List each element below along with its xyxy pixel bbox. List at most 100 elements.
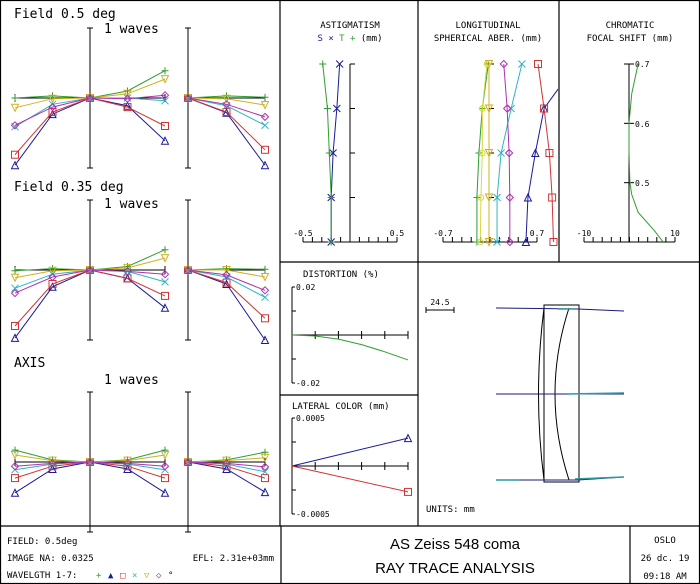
- lsa-curve-wl6: [503, 63, 511, 242]
- marker-triangle-down: [10, 103, 20, 113]
- marker-triangle: [160, 303, 170, 312]
- marker-plus: [325, 149, 333, 157]
- marker-plus: [161, 67, 169, 75]
- marker-triangle-down: [484, 104, 494, 114]
- marker-triangle: [10, 488, 20, 497]
- marker-x: [11, 284, 19, 293]
- marker-triangle-down: [10, 451, 20, 460]
- sagittal-curve-wl6: [187, 269, 266, 291]
- fan-title-field-0-5: Field 0.5 deg: [14, 7, 116, 22]
- wavelength-legend-marker-2: ▲: [108, 571, 114, 581]
- sagittal-curve-wl5: [187, 97, 266, 106]
- cfs-ytick-0-7: 0.7: [635, 60, 650, 69]
- marker-triangle: [48, 464, 57, 473]
- astig-xtick-max: 0.5: [390, 229, 405, 238]
- marker-square: [222, 462, 231, 471]
- sagittal-curve-wl3: [187, 97, 266, 151]
- marker-triangle: [222, 108, 231, 117]
- marker-plus: [327, 238, 335, 246]
- marker-triangle-down: [48, 266, 57, 276]
- marker-x: [332, 104, 341, 113]
- marker-square: [161, 291, 169, 300]
- marker-square: [11, 150, 19, 159]
- footer-image-na: IMAGE NA: 0.0325: [7, 554, 94, 564]
- cfs-ytick-0-5: 0.5: [635, 179, 650, 188]
- scale-bar: [425, 307, 455, 313]
- marker-x: [518, 60, 526, 68]
- wavelength-legend-marker-4: ×: [132, 571, 137, 581]
- distortion-ytick-min: -0.02: [296, 379, 320, 388]
- fan-title-axis: AXIS: [14, 356, 45, 371]
- marker-square: [548, 193, 557, 202]
- marker-diamond: [260, 286, 270, 295]
- marker-triangle-down: [484, 60, 494, 69]
- marker-triangle: [531, 148, 540, 157]
- program-name: OSLO: [654, 536, 676, 546]
- legend-s-marker: ×: [328, 34, 333, 44]
- chromatic-subtitle: FOCAL SHIFT (mm): [587, 34, 674, 44]
- lateral-color-ytick-min: -0.0005: [296, 510, 330, 519]
- lateral-color-ytick-max: 0.0005: [296, 414, 325, 423]
- ray-fan-row: [10, 391, 270, 533]
- marker-diamond: [123, 267, 132, 276]
- marker-triangle: [521, 237, 531, 246]
- marker-square: [261, 314, 269, 323]
- marker-plus: [261, 265, 269, 273]
- marker-circle: [478, 105, 486, 112]
- lateral-color-plot: [291, 417, 413, 515]
- chromatic-focal-shift-plot: [583, 63, 676, 243]
- marker-triangle: [222, 464, 231, 473]
- marker-triangle: [403, 433, 413, 443]
- marker-circle: [476, 238, 484, 246]
- fan-title-field-0-35: Field 0.35 deg: [14, 180, 124, 195]
- marker-diamond: [260, 112, 270, 122]
- astigmatism-plot: [302, 60, 398, 246]
- tangential-curve-wl6: [14, 269, 166, 294]
- report-time: 09:18 AM: [643, 572, 687, 582]
- marker-triangle: [260, 160, 270, 170]
- marker-triangle: [48, 282, 57, 291]
- marker-triangle-down: [123, 456, 132, 466]
- marker-triangle: [10, 160, 20, 170]
- lsa-curves: [473, 59, 558, 247]
- cfs-ytick-0-6: 0.6: [635, 120, 650, 129]
- marker-diamond: [222, 270, 231, 280]
- marker-x: [261, 121, 269, 130]
- report-subtitle: RAY TRACE ANALYSIS: [375, 560, 535, 577]
- marker-triangle-down: [48, 94, 57, 104]
- marker-triangle-down: [260, 273, 270, 282]
- legend-t-marker: +: [350, 34, 356, 44]
- fan-scale-label: 1 waves: [104, 373, 159, 388]
- wavelength-legend-marker-1: +: [96, 571, 102, 581]
- marker-circle: [477, 194, 485, 201]
- cfs-xtick-min: -10: [577, 229, 592, 238]
- distortion-title: DISTORTION (%): [303, 270, 379, 280]
- marker-diamond: [499, 59, 508, 69]
- marker-diamond: [183, 93, 193, 103]
- marker-plus: [11, 267, 19, 275]
- marker-square: [404, 487, 412, 496]
- marker-plus: [475, 149, 483, 157]
- distortion-curve: [291, 334, 409, 361]
- ray-fan-row: [10, 199, 270, 344]
- marker-x: [261, 293, 269, 302]
- legend-unit: (mm): [361, 34, 383, 44]
- distortion-ytick-max: 0.02: [296, 283, 315, 292]
- marker-plus: [319, 60, 327, 68]
- marker-square: [534, 60, 543, 68]
- marker-diamond: [222, 459, 231, 468]
- footer-efl: EFL: 2.31e+03mm: [193, 554, 274, 564]
- marker-x: [493, 193, 501, 202]
- chromatic-title: CHROMATIC: [606, 21, 655, 31]
- report-title: AS Zeiss 548 coma: [390, 536, 521, 553]
- marker-diamond: [48, 102, 57, 112]
- marker-square: [540, 104, 549, 113]
- astigmatism-legend: S × T + (mm): [317, 34, 382, 44]
- lsa-curve-wl3: [537, 63, 554, 243]
- marker-triangle: [123, 464, 132, 473]
- wavelength-legend: + ▲ □ × ▽ ◇ °: [96, 571, 173, 581]
- marker-triangle-down: [260, 101, 270, 110]
- sagittal-curve-wl3: [187, 269, 266, 319]
- focal-shift-curve: [628, 63, 664, 243]
- marker-diamond: [123, 459, 132, 468]
